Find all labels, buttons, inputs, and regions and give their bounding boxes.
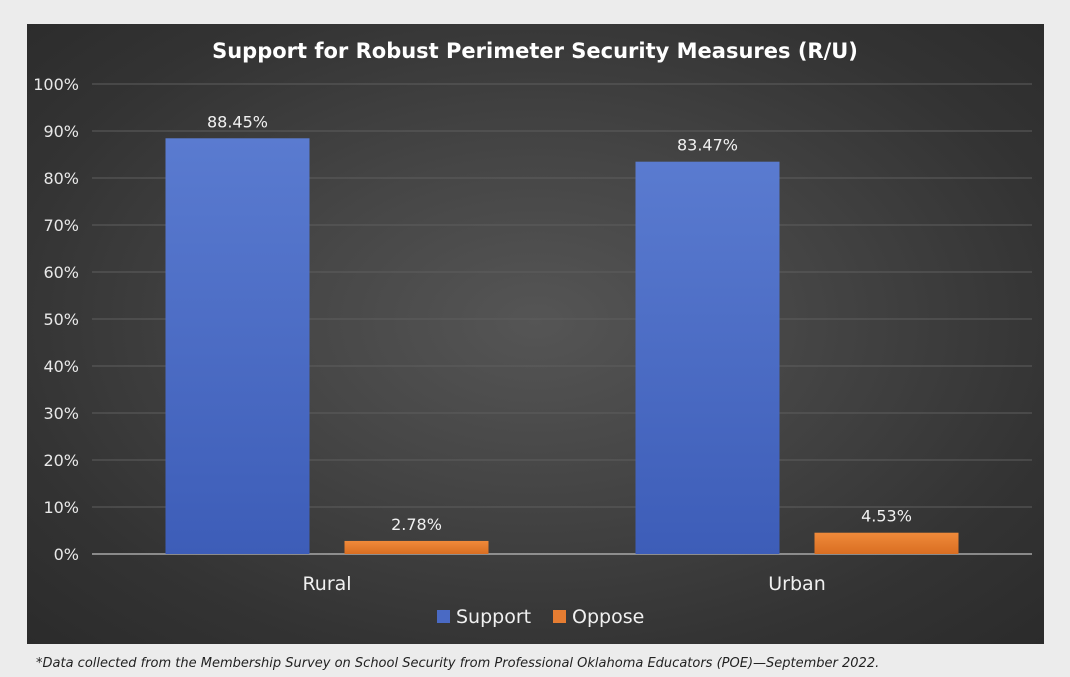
chart-panel: Support for Robust Perimeter Security Me… [27, 24, 1044, 644]
y-tick-label: 40% [43, 357, 79, 376]
y-tick-label: 90% [43, 122, 79, 141]
footnote: *Data collected from the Membership Surv… [36, 656, 880, 671]
x-category-label: Urban [768, 573, 825, 595]
y-axis: 0% 10% 20% 30% 40% 50% 60% 70% 80% 90% 100% [33, 75, 1032, 564]
bar-chart: Support for Robust Perimeter Security Me… [33, 39, 1032, 628]
y-tick-label: 30% [43, 404, 79, 423]
legend-label: Support [456, 606, 531, 628]
bar-support-urban [635, 161, 780, 555]
y-tick-label: 0% [54, 545, 79, 564]
data-label: 88.45% [207, 112, 268, 131]
x-axis: Rural Urban [302, 573, 825, 595]
legend-label: Oppose [572, 606, 644, 628]
legend-swatch-oppose [553, 610, 566, 623]
bars: 88.45% 2.78% 83.47% 4.53% [165, 112, 959, 555]
y-tick-label: 60% [43, 263, 79, 282]
y-tick-label: 10% [43, 498, 79, 517]
y-tick-label: 50% [43, 310, 79, 329]
bar-oppose-urban [814, 532, 959, 554]
chart-title: Support for Robust Perimeter Security Me… [212, 39, 858, 63]
y-tick-label: 100% [33, 75, 79, 94]
y-tick-label: 80% [43, 169, 79, 188]
x-category-label: Rural [302, 573, 351, 595]
legend-swatch-support [437, 610, 450, 623]
bar-support-rural [165, 138, 310, 554]
data-label: 2.78% [391, 515, 442, 534]
data-label: 83.47% [677, 136, 738, 155]
legend: Support Oppose [437, 606, 644, 628]
bar-oppose-rural [344, 540, 489, 554]
data-label: 4.53% [861, 507, 912, 526]
y-tick-label: 70% [43, 216, 79, 235]
y-tick-label: 20% [43, 451, 79, 470]
